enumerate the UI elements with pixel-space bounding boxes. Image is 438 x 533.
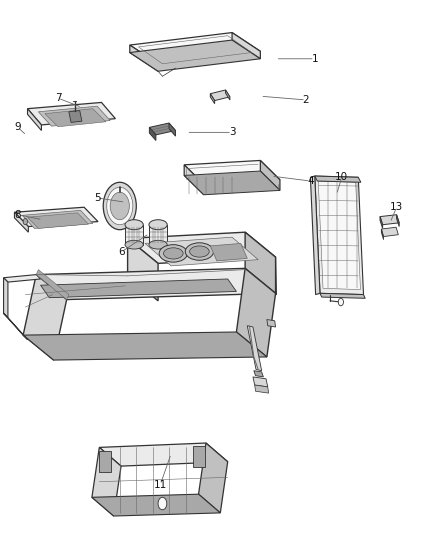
Ellipse shape bbox=[149, 220, 167, 230]
Polygon shape bbox=[396, 215, 399, 227]
Polygon shape bbox=[45, 109, 106, 127]
Polygon shape bbox=[14, 212, 28, 232]
Polygon shape bbox=[169, 123, 176, 136]
Polygon shape bbox=[14, 207, 98, 227]
Circle shape bbox=[110, 192, 129, 220]
Polygon shape bbox=[149, 123, 176, 135]
Polygon shape bbox=[193, 446, 205, 467]
Polygon shape bbox=[311, 176, 320, 295]
Polygon shape bbox=[320, 293, 365, 298]
Polygon shape bbox=[237, 269, 276, 357]
Circle shape bbox=[107, 187, 133, 225]
Text: 10: 10 bbox=[335, 172, 348, 182]
Polygon shape bbox=[28, 109, 42, 131]
Polygon shape bbox=[92, 494, 220, 516]
Text: 7: 7 bbox=[55, 93, 61, 103]
Polygon shape bbox=[23, 274, 67, 360]
Polygon shape bbox=[318, 181, 360, 289]
Text: 6: 6 bbox=[118, 247, 124, 257]
Polygon shape bbox=[145, 237, 258, 266]
Ellipse shape bbox=[149, 240, 167, 249]
Polygon shape bbox=[381, 227, 398, 237]
Polygon shape bbox=[253, 377, 268, 387]
Polygon shape bbox=[127, 238, 158, 301]
Polygon shape bbox=[130, 45, 158, 71]
Polygon shape bbox=[198, 443, 228, 513]
Polygon shape bbox=[245, 232, 276, 295]
Polygon shape bbox=[210, 244, 247, 261]
Text: 9: 9 bbox=[14, 123, 21, 132]
Polygon shape bbox=[130, 33, 260, 64]
Polygon shape bbox=[69, 110, 82, 123]
Polygon shape bbox=[381, 229, 384, 240]
Polygon shape bbox=[149, 127, 156, 141]
Polygon shape bbox=[232, 33, 260, 59]
Ellipse shape bbox=[163, 248, 183, 259]
Polygon shape bbox=[22, 211, 93, 229]
Polygon shape bbox=[184, 171, 280, 195]
Polygon shape bbox=[149, 225, 167, 245]
Polygon shape bbox=[267, 319, 276, 327]
Text: 3: 3 bbox=[229, 127, 235, 138]
Text: 1: 1 bbox=[311, 54, 318, 64]
Polygon shape bbox=[99, 450, 111, 472]
Polygon shape bbox=[4, 278, 8, 318]
Circle shape bbox=[338, 298, 343, 306]
Polygon shape bbox=[41, 279, 237, 298]
Polygon shape bbox=[210, 94, 215, 104]
Text: 8: 8 bbox=[14, 209, 21, 220]
Ellipse shape bbox=[159, 245, 187, 262]
Polygon shape bbox=[23, 332, 267, 360]
Circle shape bbox=[103, 182, 136, 230]
Polygon shape bbox=[28, 213, 88, 229]
Polygon shape bbox=[130, 40, 260, 71]
Text: 5: 5 bbox=[94, 193, 100, 203]
Polygon shape bbox=[380, 215, 399, 225]
Text: 11: 11 bbox=[154, 480, 167, 490]
Polygon shape bbox=[92, 447, 121, 516]
Polygon shape bbox=[226, 90, 230, 100]
Polygon shape bbox=[36, 269, 276, 300]
Text: 13: 13 bbox=[390, 202, 403, 212]
Polygon shape bbox=[184, 165, 204, 195]
Polygon shape bbox=[184, 160, 280, 184]
Ellipse shape bbox=[185, 243, 214, 260]
Polygon shape bbox=[247, 326, 261, 370]
Text: 2: 2 bbox=[303, 95, 309, 105]
Polygon shape bbox=[380, 216, 383, 229]
Polygon shape bbox=[99, 443, 228, 466]
Polygon shape bbox=[254, 370, 263, 377]
Polygon shape bbox=[260, 160, 280, 190]
Polygon shape bbox=[254, 385, 268, 393]
Circle shape bbox=[158, 497, 167, 510]
Polygon shape bbox=[315, 176, 361, 182]
Polygon shape bbox=[4, 274, 41, 282]
Polygon shape bbox=[28, 102, 116, 125]
Ellipse shape bbox=[190, 246, 209, 257]
Ellipse shape bbox=[125, 220, 143, 230]
Polygon shape bbox=[36, 270, 69, 300]
Circle shape bbox=[23, 219, 28, 225]
Ellipse shape bbox=[125, 240, 143, 249]
Polygon shape bbox=[4, 313, 28, 340]
Polygon shape bbox=[125, 225, 143, 245]
Polygon shape bbox=[127, 232, 276, 263]
Polygon shape bbox=[315, 176, 364, 295]
Text: 4: 4 bbox=[307, 176, 314, 186]
Polygon shape bbox=[210, 90, 230, 101]
Polygon shape bbox=[39, 106, 110, 126]
